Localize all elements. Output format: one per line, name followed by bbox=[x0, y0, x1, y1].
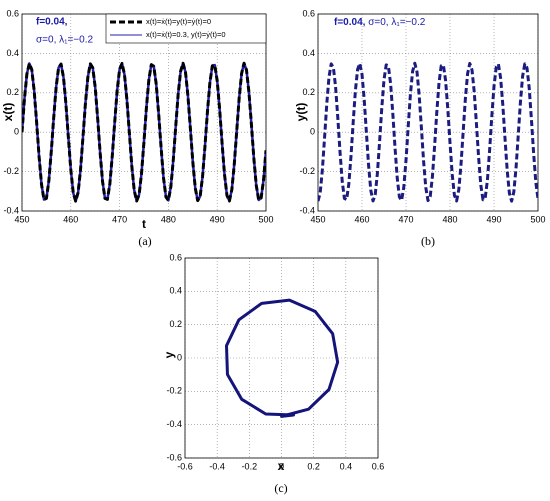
panel-caption: (b) bbox=[421, 234, 435, 248]
annotation: f=0.04, bbox=[334, 17, 366, 28]
y-tick-label: -0.2 bbox=[166, 386, 182, 396]
y-tick-label: 0 bbox=[310, 127, 315, 137]
annotation: f=0.04, σ=0, λ₁=−0.2 bbox=[334, 17, 426, 28]
x-axis-label: t bbox=[142, 217, 146, 231]
y-tick-label: 0.6 bbox=[6, 8, 19, 18]
y-tick-label: -0.2 bbox=[299, 166, 315, 176]
x-tick-label: 450 bbox=[14, 214, 29, 224]
panel-caption: (a) bbox=[138, 234, 151, 248]
x-tick-label: 0.2 bbox=[307, 461, 320, 471]
data-line bbox=[22, 61, 266, 203]
x-tick-label: 500 bbox=[258, 214, 273, 224]
y-axis-label: y bbox=[162, 351, 176, 358]
annotation: f=0.04, bbox=[36, 17, 68, 28]
x-tick-label: 0.4 bbox=[340, 461, 353, 471]
x-tick-label: 450 bbox=[310, 214, 325, 224]
x-tick-label: 470 bbox=[398, 214, 413, 224]
x-tick-label: 480 bbox=[442, 214, 457, 224]
y-axis-label: y(t) bbox=[294, 103, 308, 122]
y-tick-label: 0.4 bbox=[169, 286, 182, 296]
y-axis-label: x(t) bbox=[1, 103, 15, 122]
x-tick-label: 460 bbox=[354, 214, 369, 224]
y-tick-label: 0.2 bbox=[302, 87, 315, 97]
y-tick-label: 0.4 bbox=[302, 48, 315, 58]
y-tick-label: 0 bbox=[177, 352, 182, 362]
y-tick-label: 0.6 bbox=[169, 252, 182, 262]
x-axis-label: x bbox=[278, 459, 285, 473]
y-tick-label: -0.4 bbox=[299, 205, 315, 215]
panel-caption: (c) bbox=[274, 481, 287, 495]
y-tick-label: -0.2 bbox=[3, 166, 19, 176]
legend-label: x(t)=ẋ(t)=0.3, y(t)=ẏ(t)=0 bbox=[146, 30, 226, 39]
x-tick-label: 0.6 bbox=[372, 461, 385, 471]
data-line bbox=[225, 298, 340, 418]
x-tick-label: 460 bbox=[63, 214, 78, 224]
legend-label: x(t)=ẋ(t)=y(t)=ẏ(t)=0 bbox=[146, 17, 211, 26]
annotation: σ=0, λ₁=−0.2 bbox=[36, 35, 94, 46]
x-tick-label: 0 bbox=[279, 461, 284, 471]
x-tick-label: 470 bbox=[112, 214, 127, 224]
y-tick-label: -0.4 bbox=[166, 419, 182, 429]
y-tick-label: -0.6 bbox=[166, 452, 182, 462]
x-tick-label: -0.6 bbox=[177, 461, 193, 471]
legend-box bbox=[105, 13, 267, 44]
y-tick-label: 0.4 bbox=[6, 48, 19, 58]
x-tick-label: -0.4 bbox=[209, 461, 225, 471]
y-tick-label: 0.2 bbox=[6, 87, 19, 97]
y-tick-label: -0.4 bbox=[3, 205, 19, 215]
y-tick-label: 0.2 bbox=[169, 319, 182, 329]
x-tick-label: 500 bbox=[530, 214, 545, 224]
y-tick-label: 0 bbox=[14, 127, 19, 137]
y-tick-label: 0.6 bbox=[302, 8, 315, 18]
plot-frame bbox=[317, 13, 539, 212]
x-tick-label: 480 bbox=[161, 214, 176, 224]
data-line bbox=[318, 61, 538, 203]
annotation: σ=0, λ₁=−0.2 bbox=[368, 17, 426, 28]
x-tick-label: 490 bbox=[486, 214, 501, 224]
x-tick-label: 490 bbox=[210, 214, 225, 224]
plot-frame bbox=[184, 257, 379, 459]
x-tick-label: -0.2 bbox=[242, 461, 258, 471]
